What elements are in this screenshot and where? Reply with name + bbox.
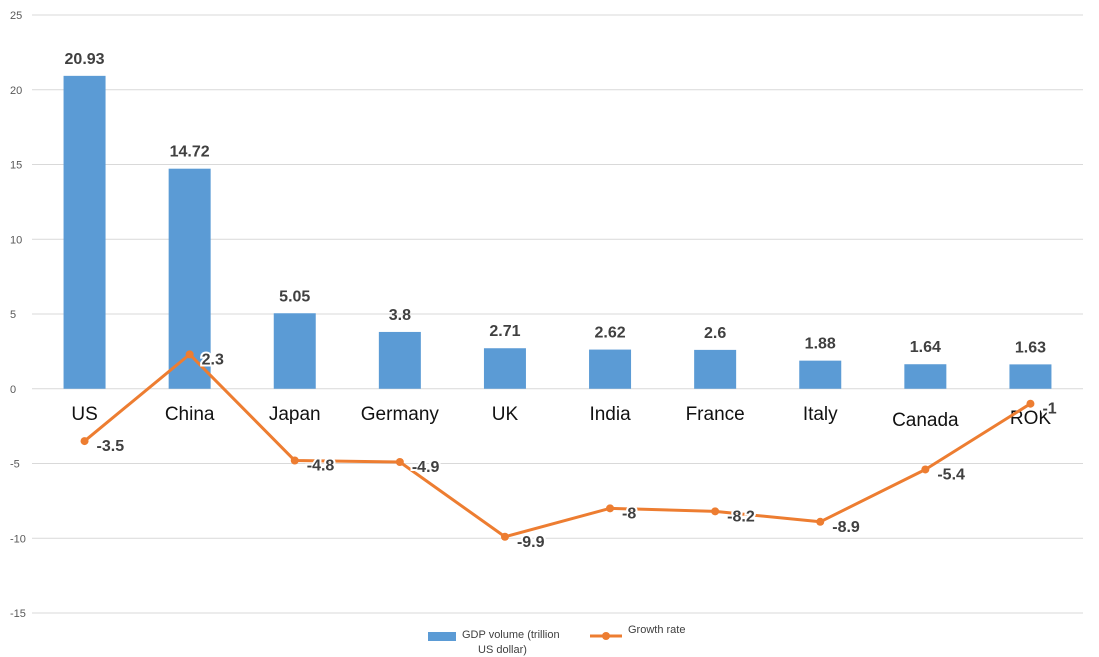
growth-rate-line <box>80 350 1035 541</box>
bar-rok <box>1009 364 1052 389</box>
line-data-label: -5.4 <box>937 466 965 483</box>
growth-rate-point <box>185 350 194 359</box>
growth-rate-point <box>395 458 404 467</box>
gdp-bars <box>63 75 1052 389</box>
bar-india <box>589 349 632 389</box>
category-label: Canada <box>892 410 959 431</box>
bar-data-label: 2.6 <box>704 325 726 342</box>
y-tick-label: 15 <box>10 160 22 172</box>
legend: GDP volume (trillion US dollar) Growth rat… <box>428 624 685 656</box>
bar-us <box>63 75 106 389</box>
bar-data-label: 20.93 <box>65 51 105 68</box>
growth-rate-point <box>711 507 720 516</box>
line-data-label: -3.5 <box>97 438 125 455</box>
y-tick-label: -15 <box>10 608 26 620</box>
bar-uk <box>483 348 526 389</box>
y-tick-label: -10 <box>10 533 26 545</box>
y-tick-label: 10 <box>10 234 22 246</box>
growth-rate-point <box>1026 399 1035 408</box>
bar-japan <box>273 313 316 389</box>
bar-data-label: 2.71 <box>489 323 520 340</box>
line-data-label: 2.3 <box>202 351 224 368</box>
bar-germany <box>378 331 421 389</box>
bar-data-label: 1.88 <box>805 336 836 353</box>
bar-data-label: 1.64 <box>910 339 941 356</box>
category-label: Japan <box>269 404 321 425</box>
line-data-label: -8 <box>622 505 636 522</box>
growth-rate-point <box>816 517 825 526</box>
legend-label-growth: Growth rate <box>628 624 685 636</box>
line-data-label: -8.9 <box>832 519 860 536</box>
category-labels: US China Japan Germany UK India France Italy Can… <box>71 404 1051 431</box>
legend-label-gdp: US dollar) <box>478 644 527 656</box>
bar-data-label: 1.63 <box>1015 339 1046 356</box>
growth-rate-point <box>80 437 89 446</box>
category-label: Italy <box>803 404 838 425</box>
legend-marker-growth <box>602 632 610 640</box>
growth-rate-polyline <box>83 352 1032 539</box>
line-data-label: -8.2 <box>727 508 755 525</box>
growth-rate-point <box>606 504 615 513</box>
bar-data-labels: 20.93 14.72 5.05 3.8 2.71 2.62 2.6 1.88 1.64 1.63 <box>65 51 1047 357</box>
growth-rate-point <box>500 532 509 541</box>
y-tick-label: 20 <box>10 85 22 97</box>
category-label: US <box>71 404 97 425</box>
category-label: ROK <box>1010 408 1052 429</box>
bar-data-label: 3.8 <box>389 307 411 324</box>
line-data-labels: -3.5 2.3 -4.8 -4.9 -9.9 -8 -8.2 -8.9 -5.4 -1 <box>95 349 1059 552</box>
y-tick-label: -5 <box>10 459 20 471</box>
y-tick-label: 0 <box>10 384 16 396</box>
bar-data-label: 14.72 <box>170 144 210 161</box>
category-label: France <box>686 404 745 425</box>
line-data-label: -4.8 <box>307 458 335 475</box>
y-tick-label: 25 <box>10 10 22 22</box>
category-label: India <box>589 404 631 425</box>
bar-italy <box>799 360 842 389</box>
category-label: UK <box>492 404 519 425</box>
line-data-label: -1 <box>1042 401 1056 418</box>
legend-swatch-gdp <box>428 632 456 641</box>
legend-label-gdp: GDP volume (trillion <box>462 629 560 641</box>
line-data-label: -9.9 <box>517 534 545 551</box>
bar-france <box>694 349 737 389</box>
bar-canada <box>904 364 947 389</box>
growth-rate-point <box>921 465 930 474</box>
category-label: China <box>165 404 215 425</box>
y-axis-ticks: 25 20 15 10 5 0 -5 -10 -15 <box>10 10 26 620</box>
category-label: Germany <box>361 404 440 425</box>
bar-data-label: 2.62 <box>594 325 625 342</box>
y-tick-label: 5 <box>10 309 16 321</box>
line-data-label: -4.9 <box>412 459 440 476</box>
growth-rate-point <box>290 456 299 465</box>
bar-data-label: 5.05 <box>279 288 310 305</box>
